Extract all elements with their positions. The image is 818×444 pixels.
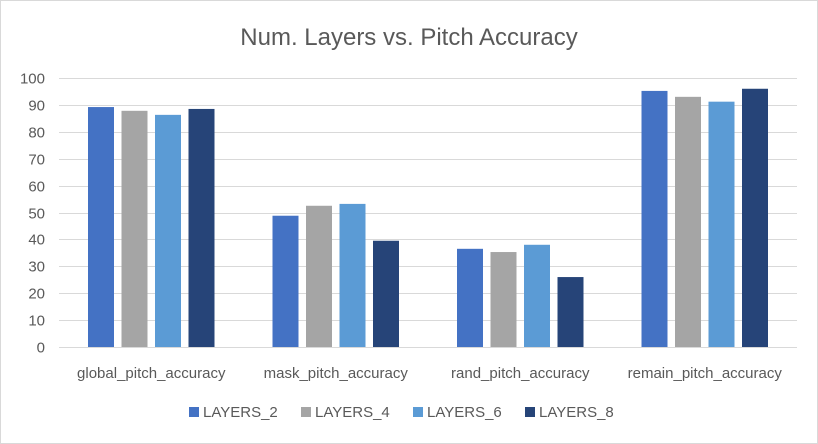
- bar-layers-4-global-pitch-accuracy: [121, 110, 148, 348]
- y-tick-label: 30: [28, 259, 45, 276]
- bar-layers-2-remain-pitch-accuracy: [641, 90, 668, 348]
- legend-swatch: [189, 407, 199, 417]
- y-tick-label: 90: [28, 98, 45, 115]
- legend-label: LAYERS_6: [427, 404, 502, 421]
- legend-label: LAYERS_8: [539, 404, 614, 421]
- bar-layers-8-global-pitch-accuracy: [188, 108, 215, 347]
- legend: LAYERS_2 LAYERS_4 LAYERS_6 LAYERS_8: [189, 404, 614, 421]
- bar-layers-8-mask-pitch-accuracy: [373, 240, 399, 347]
- y-tick-label: 40: [28, 232, 45, 249]
- legend-swatch: [301, 407, 311, 417]
- legend-label: LAYERS_4: [315, 404, 390, 421]
- category-labels: global_pitch_accuracy mask_pitch_accuracy…: [77, 365, 782, 382]
- bar-layers-2-mask-pitch-accuracy: [272, 215, 299, 347]
- bar-layers-6-rand-pitch-accuracy: [524, 244, 550, 347]
- y-tick-label: 60: [28, 179, 45, 196]
- bar-layers-6-global-pitch-accuracy: [155, 114, 181, 347]
- y-tick-label: 100: [20, 71, 45, 88]
- x-category-label: rand_pitch_accuracy: [451, 365, 590, 382]
- grid-layer: 0 10 20 30 40 50 60 70 80 90 100: [20, 71, 797, 357]
- legend-swatch: [413, 407, 423, 417]
- y-tick-label: 10: [28, 313, 45, 330]
- x-category-label: global_pitch_accuracy: [77, 365, 226, 382]
- bar-layers-4-mask-pitch-accuracy: [306, 205, 332, 347]
- x-category-label: mask_pitch_accuracy: [264, 365, 409, 382]
- bar-layers-4-rand-pitch-accuracy: [490, 252, 517, 347]
- y-tick-label: 70: [28, 152, 45, 169]
- bar-layers-8-rand-pitch-accuracy: [557, 277, 584, 347]
- y-tick-label: 20: [28, 286, 45, 303]
- legend-label: LAYERS_2: [203, 404, 278, 421]
- bars-layer: [88, 88, 768, 348]
- y-tick-label: 80: [28, 125, 45, 142]
- bar-layers-6-remain-pitch-accuracy: [708, 101, 735, 347]
- bar-layers-2-global-pitch-accuracy: [88, 107, 114, 347]
- bar-layers-2-rand-pitch-accuracy: [457, 248, 483, 347]
- bar-layers-8-remain-pitch-accuracy: [742, 88, 768, 347]
- y-tick-label: 50: [28, 206, 45, 223]
- bar-layers-6-mask-pitch-accuracy: [339, 203, 366, 347]
- x-category-label: remain_pitch_accuracy: [628, 365, 783, 382]
- legend-swatch: [525, 407, 535, 417]
- y-tick-label: 0: [37, 340, 45, 357]
- bar-layers-4-remain-pitch-accuracy: [675, 96, 701, 347]
- chart-title: Num. Layers vs. Pitch Accuracy: [240, 24, 577, 51]
